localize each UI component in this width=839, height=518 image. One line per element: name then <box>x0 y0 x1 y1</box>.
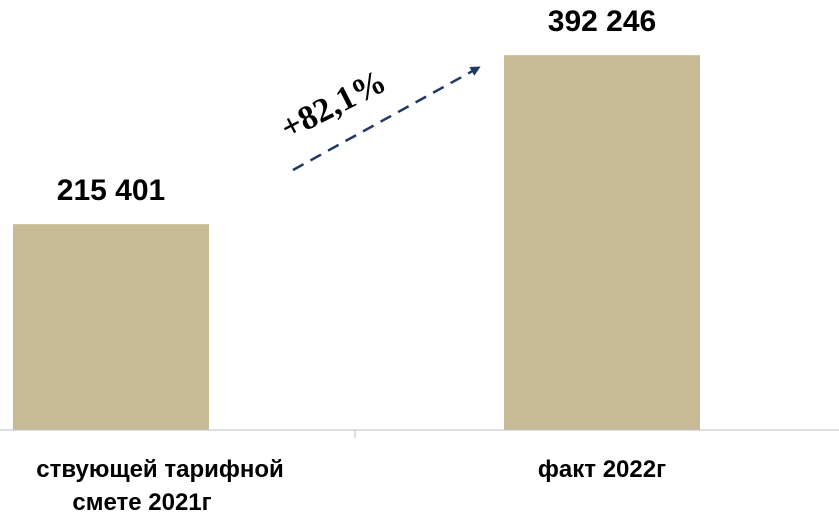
growth-annotation-label: +82,1% <box>275 63 392 147</box>
data-label-2: 392 246 <box>548 5 656 38</box>
category-label-1-line-2: смете 2021г <box>72 489 211 516</box>
category-label-2-line-1: факт 2022г <box>538 456 666 483</box>
bar-2 <box>504 55 700 430</box>
category-labels-group: ствующей тарифной смете 2021г факт 2022г <box>36 456 666 516</box>
category-label-1-line-1: ствующей тарифной <box>36 456 284 483</box>
data-label-1: 215 401 <box>57 174 165 207</box>
value-labels-group: 215 401 392 246 <box>57 5 656 207</box>
growth-arrow <box>292 66 481 172</box>
bars-group <box>13 55 700 430</box>
bar-1 <box>13 224 209 430</box>
